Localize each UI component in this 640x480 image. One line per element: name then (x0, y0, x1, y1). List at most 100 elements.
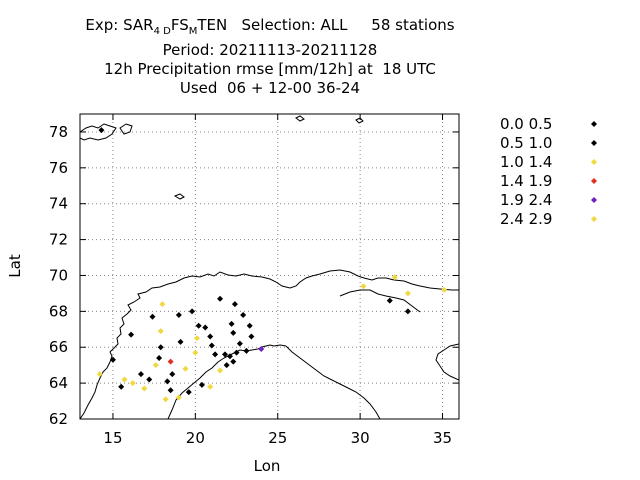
title-exp-suffix: TEN Selection: ALL 58 stations (197, 16, 455, 34)
legend-marker (591, 121, 597, 127)
title-line-3: 12h Precipitation rmse [mm/12h] at 18 UT… (104, 60, 436, 78)
station-point (157, 344, 164, 351)
legend-marker (591, 216, 597, 222)
station-point (193, 335, 200, 342)
legend: 0.0 0.50.5 1.01.0 1.41.4 1.91.9 2.42.4 2… (500, 115, 597, 228)
station-point (258, 346, 265, 353)
legend-label: 1.9 2.4 (500, 191, 552, 209)
station-point (149, 313, 156, 320)
station-point (212, 351, 219, 358)
station-point (230, 358, 237, 365)
grid-lines (80, 114, 459, 420)
x-tick-label: 20 (186, 429, 205, 447)
station-point (175, 394, 182, 401)
station-point (152, 362, 159, 369)
station-point (156, 355, 163, 361)
axis-ticks: 15 20 25 30 35 62 64 66 68 70 72 74 76 78 (49, 114, 459, 447)
station-point (175, 311, 182, 318)
y-tick-label: 66 (49, 338, 68, 356)
station-point (243, 347, 250, 354)
station-point (189, 308, 196, 315)
legend-marker (591, 140, 597, 146)
station-point (185, 389, 192, 396)
y-tick-label: 74 (49, 195, 68, 213)
station-point (198, 381, 205, 388)
station-point (121, 376, 128, 383)
station-point (404, 290, 411, 297)
station-point (202, 324, 209, 331)
station-point (182, 365, 189, 372)
station-point (208, 342, 215, 349)
chart-title: Exp: SAR4 DFSMTEN Selection: ALL 58 stat… (60, 16, 480, 98)
station-point (157, 328, 164, 335)
y-tick-label: 72 (49, 231, 68, 249)
station-point (195, 322, 202, 329)
station-point (236, 340, 243, 347)
station-point (109, 356, 116, 363)
station-point (141, 385, 148, 392)
title-subscript-1: 4 D (153, 26, 171, 37)
x-tick-label: 25 (268, 429, 287, 447)
station-point (207, 333, 214, 340)
station-point (391, 274, 398, 281)
legend-label: 0.0 0.5 (500, 115, 552, 133)
station-point (223, 362, 230, 369)
station-point (226, 353, 233, 360)
station-point (233, 349, 240, 356)
station-point (222, 351, 229, 358)
station-point (386, 297, 393, 304)
y-tick-label: 76 (49, 159, 68, 177)
legend-label: 2.4 2.9 (500, 210, 552, 228)
station-point (404, 308, 411, 315)
station-point (217, 295, 224, 302)
station-points (96, 127, 448, 403)
plot-frame (79, 113, 460, 420)
x-tick-label: 30 (351, 429, 370, 447)
station-point (177, 338, 184, 345)
legend-label: 0.5 1.0 (500, 134, 552, 152)
station-point (230, 329, 237, 336)
y-tick-label: 70 (49, 266, 68, 284)
legend-marker (591, 159, 597, 165)
station-point (248, 333, 255, 340)
station-point (118, 383, 125, 390)
station-point (96, 371, 103, 378)
station-point (162, 396, 169, 403)
station-point (231, 301, 238, 308)
title-line-2: Period: 20211113-20211128 (162, 41, 378, 59)
x-axis-label: Lon (254, 457, 281, 475)
legend-marker (591, 178, 597, 184)
station-point (192, 349, 199, 356)
station-point (167, 358, 174, 365)
title-line-1: Exp: SAR4 DFSMTEN Selection: ALL 58 stat… (60, 16, 480, 41)
station-point (128, 331, 135, 338)
station-point (441, 286, 448, 293)
station-point (217, 367, 224, 374)
y-tick-label: 68 (49, 302, 68, 320)
station-point (240, 311, 247, 318)
x-tick-label: 15 (103, 429, 122, 447)
title-subscript-2: M (188, 26, 198, 37)
station-point (169, 371, 176, 378)
title-line-4: Used 06 + 12-00 36-24 (179, 79, 361, 97)
y-tick-label: 62 (49, 410, 68, 428)
legend-label: 1.4 1.9 (500, 172, 552, 190)
station-point (137, 371, 144, 378)
legend-marker (591, 197, 597, 203)
x-tick-label: 35 (433, 429, 452, 447)
station-point (98, 127, 105, 134)
station-point (360, 283, 367, 290)
coastline-map (80, 115, 459, 419)
station-point (164, 378, 171, 385)
station-point (146, 376, 153, 383)
station-point (207, 383, 214, 390)
title-exp-prefix: Exp: SAR (85, 16, 154, 34)
y-axis-label: Lat (6, 254, 24, 278)
station-point (246, 322, 253, 329)
station-point (159, 301, 166, 308)
y-tick-label: 64 (49, 374, 68, 392)
station-point (228, 320, 235, 327)
title-exp-mid: FS (170, 16, 189, 34)
legend-label: 1.0 1.4 (500, 153, 552, 171)
